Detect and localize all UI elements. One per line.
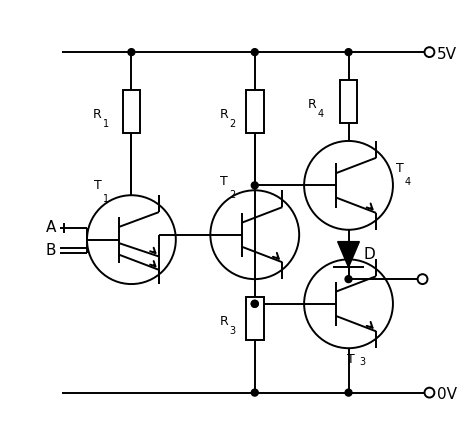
Text: 2: 2 bbox=[229, 190, 236, 200]
Circle shape bbox=[345, 389, 352, 396]
Text: 1: 1 bbox=[103, 119, 109, 129]
Bar bbox=[246, 90, 264, 133]
Text: T: T bbox=[346, 353, 355, 366]
Bar bbox=[246, 297, 264, 340]
Circle shape bbox=[251, 182, 258, 189]
Circle shape bbox=[425, 47, 434, 57]
Circle shape bbox=[251, 389, 258, 396]
Text: T: T bbox=[94, 179, 102, 192]
Text: 4: 4 bbox=[318, 109, 324, 119]
Circle shape bbox=[251, 300, 258, 307]
Text: A: A bbox=[46, 220, 56, 235]
Circle shape bbox=[251, 49, 258, 56]
Text: R: R bbox=[219, 108, 228, 121]
Bar bbox=[340, 80, 357, 123]
Circle shape bbox=[128, 49, 135, 56]
Circle shape bbox=[345, 49, 352, 56]
Text: R: R bbox=[308, 98, 317, 111]
Text: R: R bbox=[93, 108, 102, 121]
Text: 3: 3 bbox=[359, 357, 365, 367]
Text: 2: 2 bbox=[229, 119, 236, 129]
Text: T: T bbox=[396, 162, 404, 176]
Circle shape bbox=[425, 388, 434, 397]
Bar bbox=[122, 90, 140, 133]
Circle shape bbox=[345, 276, 352, 283]
Text: D: D bbox=[364, 247, 375, 262]
Text: 4: 4 bbox=[405, 178, 411, 187]
Circle shape bbox=[418, 274, 428, 284]
Text: B: B bbox=[46, 243, 56, 258]
Text: R: R bbox=[219, 315, 228, 328]
Polygon shape bbox=[337, 242, 359, 267]
Text: T: T bbox=[220, 176, 228, 188]
Text: 5V: 5V bbox=[438, 47, 457, 62]
Text: 1: 1 bbox=[103, 194, 109, 204]
Text: 0V: 0V bbox=[438, 387, 457, 402]
Circle shape bbox=[251, 300, 258, 307]
Text: 3: 3 bbox=[229, 326, 235, 337]
